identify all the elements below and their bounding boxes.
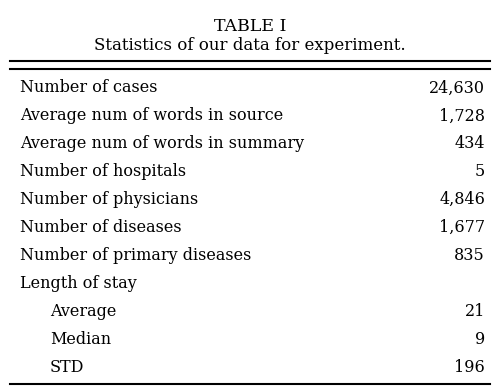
Text: Number of primary diseases: Number of primary diseases — [20, 247, 252, 264]
Text: 1,677: 1,677 — [439, 219, 485, 236]
Text: 9: 9 — [475, 331, 485, 348]
Text: Average num of words in source: Average num of words in source — [20, 107, 283, 124]
Text: Statistics of our data for experiment.: Statistics of our data for experiment. — [94, 37, 406, 54]
Text: Median: Median — [50, 331, 111, 348]
Text: 5: 5 — [475, 163, 485, 180]
Text: 1,728: 1,728 — [439, 107, 485, 124]
Text: Average: Average — [50, 303, 116, 320]
Text: Length of stay: Length of stay — [20, 275, 137, 292]
Text: 434: 434 — [454, 135, 485, 152]
Text: 196: 196 — [454, 359, 485, 376]
Text: STD: STD — [50, 359, 84, 376]
Text: TABLE I: TABLE I — [214, 18, 286, 34]
Text: Number of hospitals: Number of hospitals — [20, 163, 186, 180]
Text: 24,630: 24,630 — [429, 80, 485, 96]
Text: 21: 21 — [464, 303, 485, 320]
Text: Average num of words in summary: Average num of words in summary — [20, 135, 304, 152]
Text: 835: 835 — [454, 247, 485, 264]
Text: Number of physicians: Number of physicians — [20, 191, 198, 208]
Text: Number of cases: Number of cases — [20, 80, 158, 96]
Text: 4,846: 4,846 — [439, 191, 485, 208]
Text: Number of diseases: Number of diseases — [20, 219, 182, 236]
